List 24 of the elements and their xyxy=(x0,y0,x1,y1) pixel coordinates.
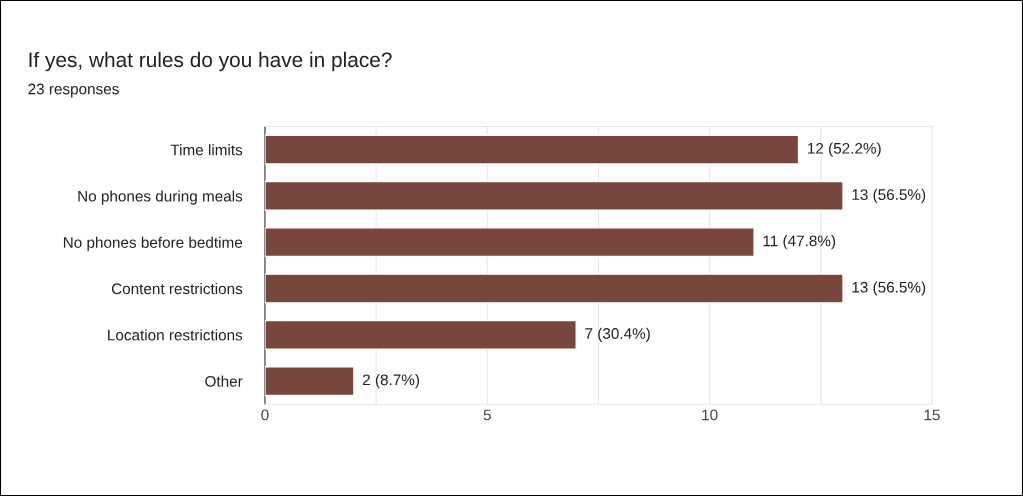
data-label: 13 (56.5%) xyxy=(852,188,926,204)
x-tick-label: 10 xyxy=(702,409,718,421)
bar xyxy=(264,134,800,165)
data-label: 11 (47.8%) xyxy=(763,235,836,250)
y-tick-label: Content restrictions xyxy=(111,282,243,295)
bar xyxy=(264,180,844,211)
x-tick-label: 5 xyxy=(483,409,491,421)
y-tick-label: Location restrictions xyxy=(108,329,243,341)
data-label: 2 (8.7%) xyxy=(362,373,420,389)
chart-title: If yes, what rules do you have in place? xyxy=(29,51,392,72)
x-tick-label: 0 xyxy=(261,409,269,421)
bar xyxy=(264,227,755,258)
bar xyxy=(264,273,844,304)
data-label: 13 (56.5%) xyxy=(852,281,926,296)
x-tick-label: 15 xyxy=(924,409,940,421)
y-tick-label: Time limits xyxy=(170,144,243,156)
data-label: 12 (52.2%) xyxy=(808,142,881,157)
data-label: 7 (30.4%) xyxy=(585,327,650,342)
y-tick-label: No phones during meals xyxy=(78,190,243,205)
text: 23 responses xyxy=(28,83,119,98)
y-tick-label: Other xyxy=(205,375,243,387)
bar xyxy=(264,319,577,350)
y-tick-label: No phones before bedtime xyxy=(63,236,243,251)
bar xyxy=(264,366,355,397)
